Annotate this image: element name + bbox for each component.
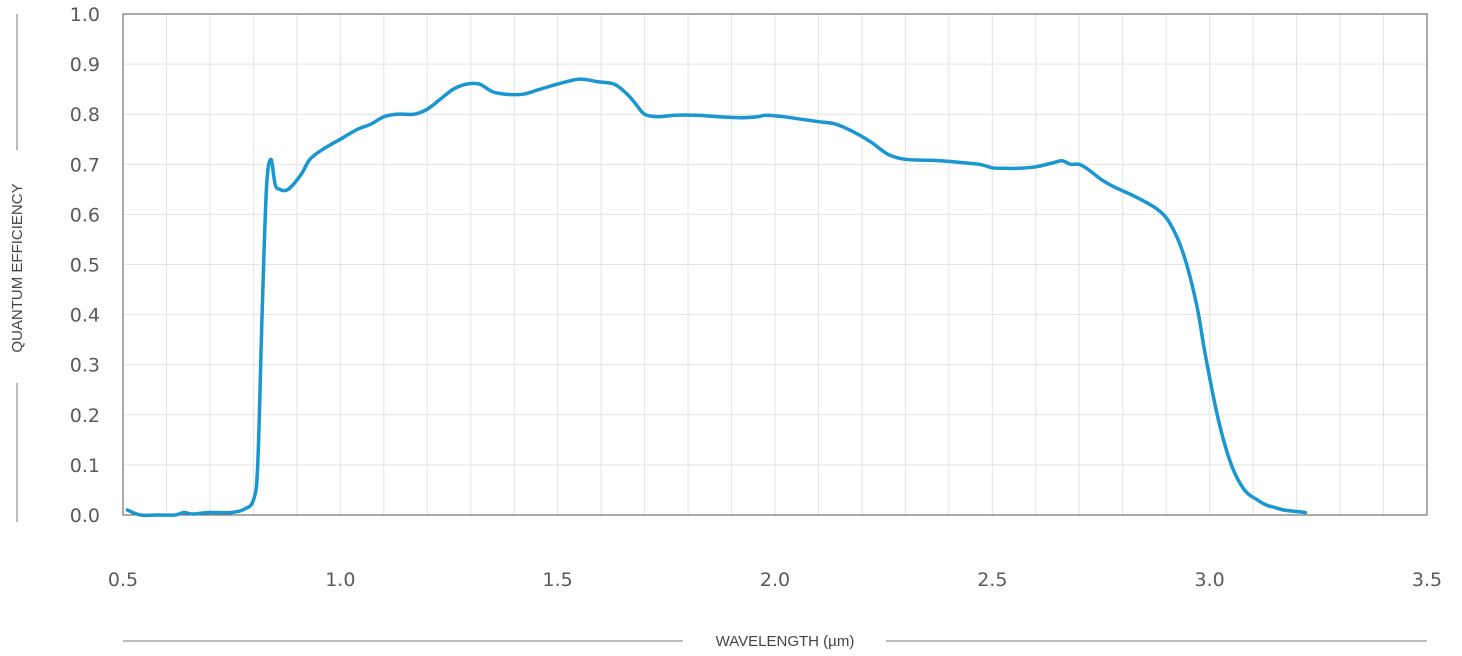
x-tick-label: 2.0 [760,569,790,591]
x-tick-label: 1.5 [543,569,573,591]
y-tick-label: 0.7 [70,154,100,176]
y-axis-title: QUANTUM EFFICIENCY [9,183,26,352]
y-tick-label: 0.4 [70,305,100,327]
y-tick-label: 0.9 [70,54,100,76]
y-tick-label: 0.1 [70,455,100,477]
plot-area-frame [122,13,1428,516]
y-tick-label: 0.6 [70,204,100,226]
x-tick-label: 3.5 [1412,569,1442,591]
y-tick-label: 0.2 [70,405,100,427]
y-tick-label: 0.5 [70,255,100,277]
y-tick-label: 1.0 [70,4,100,26]
quantum-efficiency-line [125,77,1308,518]
grid-lines [123,14,1427,515]
y-tick-label: 0.3 [70,355,100,377]
y-axis-ticks: 0.0 0.1 0.2 0.3 0.4 0.5 0.6 0.7 0.8 0.9 1.0 [70,4,100,527]
x-axis-title: WAVELENGTH (µm) [716,633,855,650]
x-tick-label: 1.0 [325,569,355,591]
x-tick-label: 3.0 [1195,569,1225,591]
x-axis-ticks: 0.5 1.0 1.5 2.0 2.5 3.0 3.5 [108,569,1442,591]
y-tick-label: 0.8 [70,104,100,126]
x-tick-label: 0.5 [108,569,138,591]
y-tick-label: 0.0 [70,505,100,527]
x-tick-label: 2.5 [977,569,1007,591]
